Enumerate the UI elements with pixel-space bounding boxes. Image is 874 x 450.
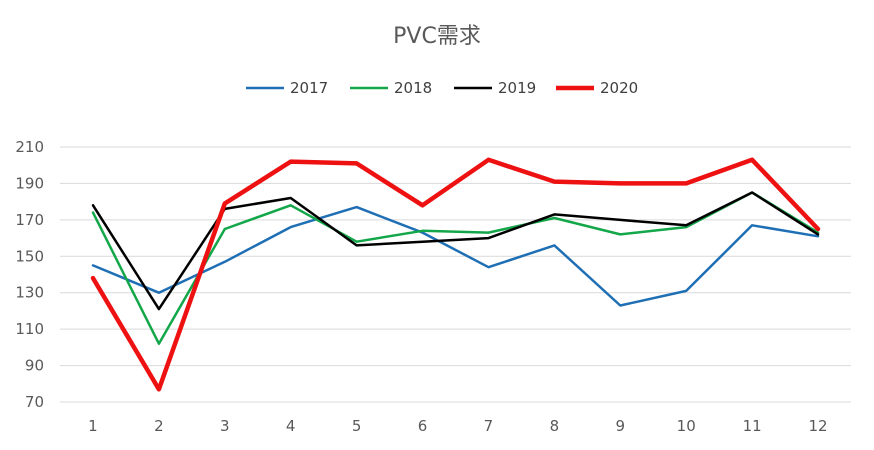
- legend-label-2018: 2018: [394, 79, 432, 97]
- x-tick-label: 2: [154, 417, 164, 435]
- series-line-2018: [91, 191, 820, 345]
- series-line-2019: [91, 191, 820, 311]
- x-tick-label: 10: [677, 417, 696, 435]
- x-tick-label: 7: [484, 417, 494, 435]
- x-tick-label: 3: [220, 417, 230, 435]
- y-tick-label: 130: [15, 284, 44, 302]
- y-tick-label: 210: [15, 138, 44, 156]
- gridlines: [60, 146, 851, 403]
- x-tick-label: 1: [88, 417, 98, 435]
- y-tick-label: 90: [25, 357, 44, 375]
- x-tick-label: 9: [616, 417, 626, 435]
- series-line-2020: [90, 157, 821, 392]
- legend-label-2019: 2019: [498, 79, 536, 97]
- x-tick-label: 5: [352, 417, 362, 435]
- x-tick-label: 12: [808, 417, 827, 435]
- x-axis-tick-labels: 1 2 3 4 5 6 7 8 9 10 11 12: [88, 417, 827, 435]
- chart-title: PVC需求: [393, 24, 481, 49]
- x-tick-label: 11: [743, 417, 762, 435]
- x-tick-label: 8: [550, 417, 560, 435]
- legend: 2017 2018 2019 2020: [246, 79, 638, 97]
- y-axis-tick-labels: 70 90 110 130 150 170 190 210: [15, 138, 44, 411]
- legend-label-2017: 2017: [290, 79, 328, 97]
- legend-label-2020: 2020: [600, 79, 638, 97]
- series-lines: [90, 157, 821, 392]
- y-tick-label: 170: [15, 211, 44, 229]
- series-line-2017: [91, 205, 820, 307]
- x-tick-label: 4: [286, 417, 296, 435]
- y-tick-label: 190: [15, 174, 44, 192]
- y-tick-label: 110: [15, 320, 44, 338]
- y-tick-label: 70: [25, 393, 44, 411]
- y-tick-label: 150: [15, 247, 44, 265]
- x-tick-label: 6: [418, 417, 428, 435]
